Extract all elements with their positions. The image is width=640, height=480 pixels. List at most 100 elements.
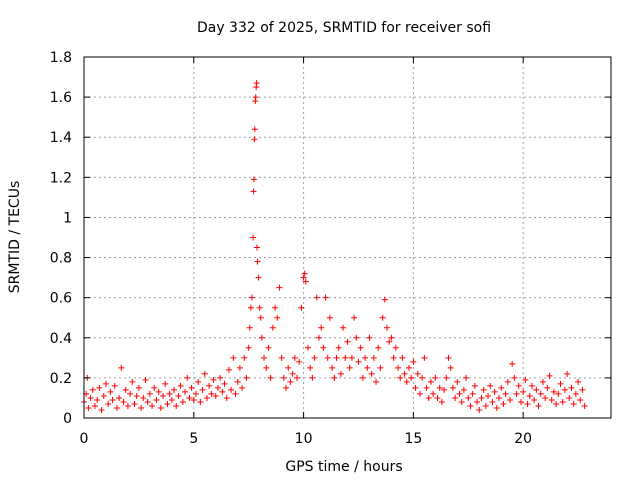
data-point [175, 392, 182, 399]
chart-title: Day 332 of 2025, SRMTID for receiver sof… [197, 20, 491, 36]
data-point [253, 80, 260, 87]
data-point [179, 398, 186, 405]
x-tick-label: 20 [514, 431, 532, 447]
data-point [166, 390, 173, 397]
data-point [269, 324, 276, 331]
data-point [340, 324, 347, 331]
data-point [142, 376, 149, 383]
x-tick-label: 5 [189, 431, 198, 447]
grid-lines [84, 57, 611, 418]
data-point [197, 398, 204, 405]
data-point [454, 378, 461, 385]
data-point [201, 370, 208, 377]
data-point [251, 136, 258, 143]
data-point [577, 396, 584, 403]
data-points [81, 80, 588, 413]
data-point [357, 344, 364, 351]
data-point [309, 374, 316, 381]
data-point [223, 394, 230, 401]
plot-frame [83, 56, 612, 419]
data-point [550, 388, 557, 395]
data-point [243, 374, 250, 381]
data-point [241, 354, 248, 361]
data-point [208, 390, 215, 397]
data-point [403, 378, 410, 385]
y-tick-label: 1.4 [50, 130, 72, 146]
data-point [91, 402, 98, 409]
data-point [247, 304, 254, 311]
data-point [280, 374, 287, 381]
data-point [155, 388, 162, 395]
data-point [173, 402, 180, 409]
data-point [190, 396, 197, 403]
data-point [219, 388, 226, 395]
data-point [337, 370, 344, 377]
data-point [246, 324, 253, 331]
data-point [386, 338, 393, 345]
data-point [94, 396, 101, 403]
data-point [566, 394, 573, 401]
data-point [351, 314, 358, 321]
data-point [234, 378, 241, 385]
data-point [278, 354, 285, 361]
data-point [311, 354, 318, 361]
data-point [177, 382, 184, 389]
data-point [460, 386, 467, 393]
data-point [335, 344, 342, 351]
data-point [217, 374, 224, 381]
data-point [465, 394, 472, 401]
data-point [210, 376, 217, 383]
data-point [182, 388, 189, 395]
data-point [531, 396, 538, 403]
data-point [430, 390, 437, 397]
data-point [373, 378, 380, 385]
data-point [482, 402, 489, 409]
data-point [272, 304, 279, 311]
data-point [355, 358, 362, 365]
data-point [100, 392, 107, 399]
data-point [102, 380, 109, 387]
data-point [160, 392, 167, 399]
y-tick-label: 1.6 [50, 90, 72, 106]
data-point [399, 354, 406, 361]
axis-ticks [83, 56, 611, 419]
data-point [491, 388, 498, 395]
data-point [265, 344, 272, 351]
y-axis-label: SRMTID / TECUs [7, 181, 23, 294]
data-point [504, 378, 511, 385]
data-point [561, 386, 568, 393]
data-point [113, 404, 120, 411]
x-tick-label: 0 [80, 431, 89, 447]
data-point [326, 314, 333, 321]
data-point [228, 386, 235, 393]
data-point [302, 278, 309, 285]
data-point [471, 382, 478, 389]
data-point [553, 400, 560, 407]
data-point [133, 392, 140, 399]
data-point [140, 394, 147, 401]
x-tick-label: 15 [404, 431, 422, 447]
data-point [138, 404, 145, 411]
data-point [412, 384, 419, 391]
data-point [307, 364, 314, 371]
data-point [522, 376, 529, 383]
data-point [232, 390, 239, 397]
data-point [300, 274, 307, 281]
data-point [581, 402, 588, 409]
data-point [364, 364, 371, 371]
data-point [120, 398, 127, 405]
data-point [511, 374, 518, 381]
data-point [395, 364, 402, 371]
y-tick-label: 1.8 [50, 50, 72, 66]
data-point [526, 392, 533, 399]
y-tick-label: 1.2 [50, 170, 72, 186]
data-point [199, 386, 206, 393]
data-point [164, 400, 171, 407]
data-point [344, 338, 351, 345]
data-point [320, 344, 327, 351]
data-point [449, 384, 456, 391]
data-point [346, 364, 353, 371]
data-point [261, 354, 268, 361]
